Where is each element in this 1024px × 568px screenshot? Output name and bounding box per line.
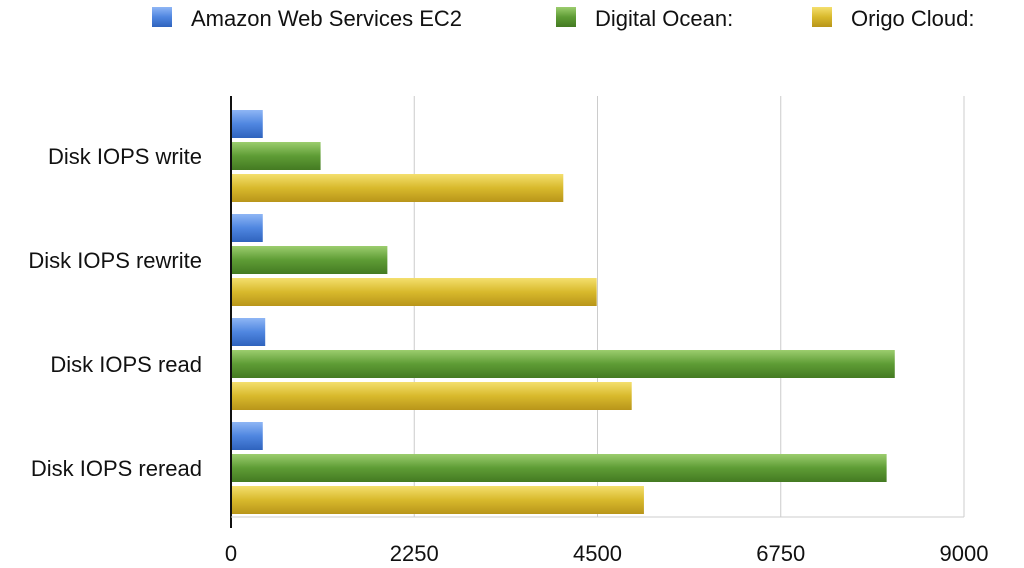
x-tick-label-9000: 9000 bbox=[940, 541, 989, 566]
legend-label-origo-cloud: Origo Cloud: bbox=[851, 6, 975, 31]
x-tick-label-6750: 6750 bbox=[756, 541, 805, 566]
x-tick-label-2250: 2250 bbox=[390, 541, 439, 566]
bar-disk-iops-read-origo-cloud bbox=[231, 382, 632, 410]
legend-swatch-digital-ocean bbox=[556, 7, 576, 27]
legend: Amazon Web Services EC2 Digital Ocean: Ori… bbox=[152, 6, 975, 31]
category-label-disk-iops-read: Disk IOPS read bbox=[50, 352, 202, 377]
bar-disk-iops-rewrite-amazon-web-services-ec2 bbox=[231, 214, 263, 242]
bars bbox=[231, 110, 895, 514]
category-labels: Disk IOPS write Disk IOPS rewrite Disk IOP… bbox=[28, 144, 202, 481]
legend-label-digital-ocean: Digital Ocean: bbox=[595, 6, 733, 31]
x-tick-label-4500: 4500 bbox=[573, 541, 622, 566]
tick-labels: 0 2250 4500 6750 9000 bbox=[225, 541, 989, 566]
bar-disk-iops-reread-digital-ocean bbox=[231, 454, 887, 482]
bar-disk-iops-reread-origo-cloud bbox=[231, 486, 644, 514]
category-label-disk-iops-rewrite: Disk IOPS rewrite bbox=[28, 248, 202, 273]
gridlines bbox=[413, 96, 965, 517]
bar-disk-iops-write-digital-ocean bbox=[231, 142, 321, 170]
legend-label-amazon-web-services-ec2: Amazon Web Services EC2 bbox=[191, 6, 462, 31]
bar-disk-iops-write-origo-cloud bbox=[231, 174, 564, 202]
bar-disk-iops-reread-amazon-web-services-ec2 bbox=[231, 422, 263, 450]
axes bbox=[230, 96, 964, 528]
bar-disk-iops-rewrite-origo-cloud bbox=[231, 278, 597, 306]
legend-swatch-amazon-web-services-ec2 bbox=[152, 7, 172, 27]
x-tick-label-0: 0 bbox=[225, 541, 237, 566]
bar-disk-iops-rewrite-digital-ocean bbox=[231, 246, 388, 274]
category-label-disk-iops-write: Disk IOPS write bbox=[48, 144, 202, 169]
category-label-disk-iops-reread: Disk IOPS reread bbox=[31, 456, 202, 481]
bar-disk-iops-read-amazon-web-services-ec2 bbox=[231, 318, 266, 346]
legend-swatch-origo-cloud bbox=[812, 7, 832, 27]
bar-disk-iops-read-digital-ocean bbox=[231, 350, 895, 378]
bar-disk-iops-write-amazon-web-services-ec2 bbox=[231, 110, 263, 138]
